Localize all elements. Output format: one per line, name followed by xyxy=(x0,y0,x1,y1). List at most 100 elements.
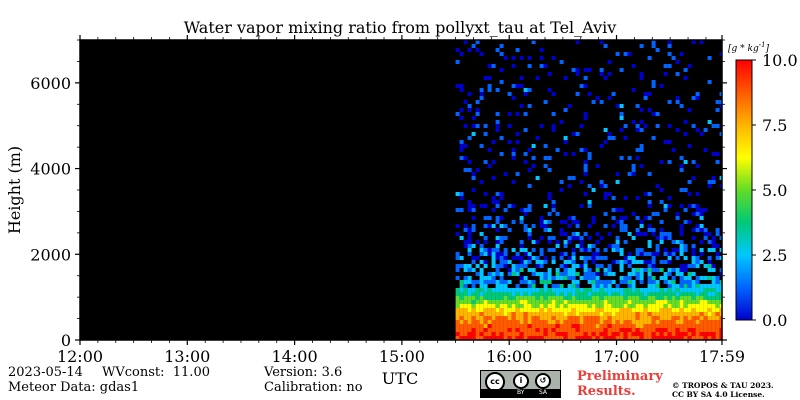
heatmap-cell xyxy=(711,176,716,180)
heatmap-cell xyxy=(615,220,620,224)
heatmap-cell xyxy=(671,276,676,280)
heatmap-cell xyxy=(667,44,672,48)
heatmap-cell xyxy=(639,220,644,224)
heatmap-cell xyxy=(547,228,552,232)
heatmap-cell xyxy=(527,280,532,284)
heatmap-cell xyxy=(459,108,464,112)
heatmap-cell xyxy=(635,252,640,256)
heatmap-cell xyxy=(459,304,464,308)
heatmap-cell xyxy=(691,280,696,284)
heatmap-cell xyxy=(547,88,552,92)
heatmap-cell xyxy=(647,228,652,232)
heatmap-cell xyxy=(507,92,512,96)
heatmap-cell xyxy=(471,292,476,296)
heatmap-cell xyxy=(627,260,632,264)
heatmap-cell xyxy=(655,124,660,128)
heatmap-cell xyxy=(687,332,692,336)
heatmap-cell xyxy=(663,260,668,264)
heatmap-cell xyxy=(675,216,680,220)
heatmap-cell xyxy=(591,188,596,192)
heatmap-cell xyxy=(547,268,552,272)
heatmap-cell xyxy=(635,336,640,340)
heatmap-cell xyxy=(547,192,552,196)
heatmap-cell xyxy=(539,324,544,328)
heatmap-cell xyxy=(579,304,584,308)
heatmap-cell xyxy=(483,192,488,196)
heatmap-cell xyxy=(631,336,636,340)
heatmap-cell xyxy=(623,288,628,292)
heatmap-cell xyxy=(699,212,704,216)
heatmap-cell xyxy=(607,280,612,284)
heatmap-cell xyxy=(567,288,572,292)
heatmap-cell xyxy=(719,300,722,304)
heatmap-cell xyxy=(563,276,568,280)
heatmap-cell xyxy=(487,328,492,332)
heatmap-cell xyxy=(543,272,548,276)
heatmap-cell xyxy=(507,320,512,324)
heatmap-cell xyxy=(707,324,712,328)
heatmap-cell xyxy=(691,324,696,328)
heatmap-cell xyxy=(479,280,484,284)
heatmap-cell xyxy=(467,240,472,244)
heatmap-cell xyxy=(507,300,512,304)
heatmap-cell xyxy=(679,320,684,324)
heatmap-cell xyxy=(683,280,688,284)
heatmap-cell xyxy=(623,240,628,244)
heatmap-cell xyxy=(607,304,612,308)
heatmap-cell xyxy=(559,320,564,324)
heatmap-cell xyxy=(459,196,464,200)
heatmap-cell xyxy=(647,312,652,316)
heatmap-cell xyxy=(703,300,708,304)
heatmap-cell xyxy=(623,276,628,280)
heatmap-cell xyxy=(527,308,532,312)
heatmap-cell xyxy=(707,304,712,308)
heatmap-cell xyxy=(599,332,604,336)
heatmap-cell xyxy=(563,292,568,296)
heatmap-cell xyxy=(563,308,568,312)
heatmap-cell xyxy=(663,72,668,76)
heatmap-cell xyxy=(599,292,604,296)
heatmap-cell xyxy=(511,312,516,316)
heatmap-cell xyxy=(531,292,536,296)
heatmap-cell xyxy=(463,304,468,308)
heatmap-cell xyxy=(543,312,548,316)
heatmap-cell xyxy=(715,108,720,112)
heatmap-cell xyxy=(619,224,624,228)
heatmap-cell xyxy=(499,332,504,336)
heatmap-cell xyxy=(659,300,664,304)
heatmap-cell xyxy=(719,256,722,260)
heatmap-cell xyxy=(539,288,544,292)
heatmap-cell xyxy=(659,160,664,164)
heatmap-cell xyxy=(719,316,722,320)
heatmap-cell xyxy=(687,280,692,284)
heatmap-cell xyxy=(599,100,604,104)
heatmap-cell xyxy=(655,184,660,188)
heatmap-cell xyxy=(559,324,564,328)
heatmap-cell xyxy=(627,172,632,176)
heatmap-cell xyxy=(515,48,520,52)
heatmap-cell xyxy=(479,52,484,56)
heatmap-cell xyxy=(635,308,640,312)
heatmap-cell xyxy=(495,288,500,292)
heatmap-cell xyxy=(515,288,520,292)
heatmap-cell xyxy=(479,312,484,316)
heatmap-cell xyxy=(471,176,476,180)
heatmap-cell xyxy=(491,320,496,324)
heatmap-cell xyxy=(471,328,476,332)
heatmap-cell xyxy=(611,272,616,276)
heatmap-cell xyxy=(719,324,722,328)
heatmap-cell xyxy=(475,280,480,284)
heatmap-cell xyxy=(631,88,636,92)
heatmap-cell xyxy=(603,316,608,320)
heatmap-cell xyxy=(615,320,620,324)
heatmap-cell xyxy=(551,124,556,128)
heatmap-cell xyxy=(611,288,616,292)
heatmap-cell xyxy=(535,320,540,324)
heatmap-cell xyxy=(499,260,504,264)
heatmap-cell xyxy=(599,40,604,44)
heatmap-cell xyxy=(507,280,512,284)
heatmap-cell xyxy=(599,144,604,148)
heatmap-cell xyxy=(695,308,700,312)
heatmap-cell xyxy=(587,280,592,284)
heatmap-cell xyxy=(455,208,460,212)
